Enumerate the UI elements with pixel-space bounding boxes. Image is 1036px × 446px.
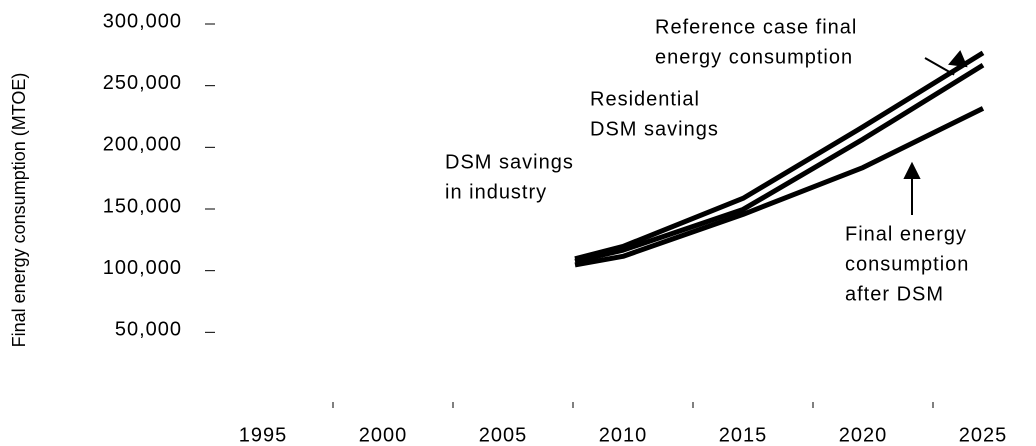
y-tick-label: 50,000 [115,319,182,341]
annotation: DSM savings [590,118,719,140]
annotation: in industry [445,181,547,203]
annotation: consumption [845,253,969,275]
annotation: Residential [590,88,700,110]
arrow-head [948,50,968,68]
arrow-head [903,161,921,179]
annotation: after DSM [845,283,944,305]
y-tick-label: 200,000 [103,134,182,156]
x-tick-label: 2010 [599,424,648,446]
y-tick-label: 150,000 [103,195,182,217]
annotation: energy consumption [655,46,853,68]
x-tick-label: 2025 [959,424,1008,446]
annotation: Final energy [845,223,967,245]
y-tick-label: 300,000 [103,10,182,32]
y-tick-label: 250,000 [103,72,182,94]
x-tick-label: 2020 [839,424,888,446]
series-line [574,63,985,264]
y-axis-label: Final energy consumption (MTOE) [9,73,29,348]
series-line [574,50,985,262]
x-tick-label: 1995 [239,424,288,446]
x-tick-label: 2015 [719,424,768,446]
y-tick-label: 100,000 [103,257,182,279]
x-tick-label: 2005 [479,424,528,446]
annotation: Reference case final [655,16,857,38]
x-tick-label: 2000 [359,424,408,446]
series-line [574,106,985,268]
annotation: DSM savings [445,151,574,173]
